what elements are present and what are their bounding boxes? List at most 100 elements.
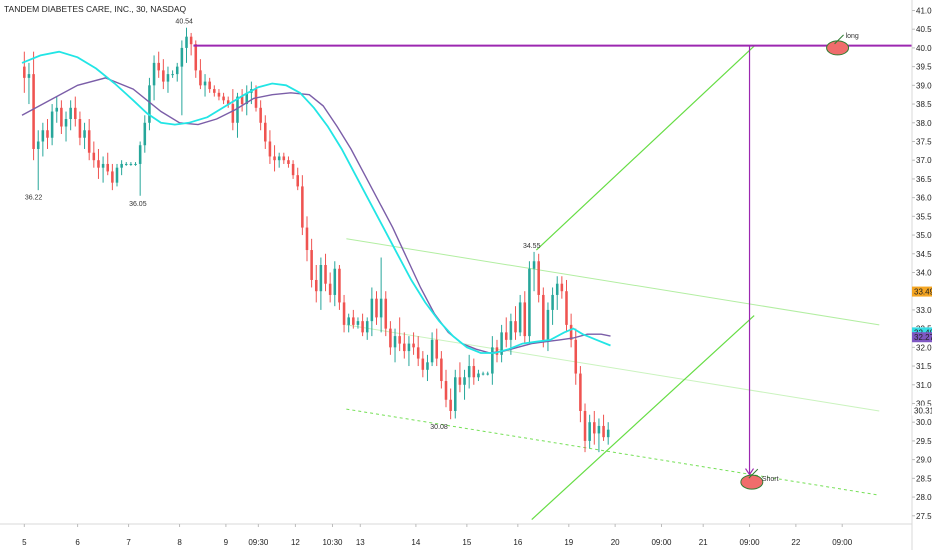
y-tick-label: 37.00 (916, 156, 932, 165)
candle-body (472, 366, 476, 378)
candle-body (421, 358, 425, 370)
candle-body (555, 283, 559, 295)
candle-body (287, 160, 290, 164)
candle-body (152, 62, 156, 86)
price-badge: 30.31 (912, 405, 932, 416)
candle-body (338, 268, 341, 303)
candle-body (97, 160, 100, 168)
candle-body (352, 317, 355, 325)
x-tick-label: 14 (411, 538, 420, 547)
candle-body (171, 74, 174, 76)
price-badge: 33.49 (912, 286, 932, 297)
y-tick-label: 29.50 (916, 437, 932, 446)
candle-body (449, 399, 452, 411)
candle-body (268, 141, 272, 157)
y-tick-label: 35.00 (916, 231, 932, 240)
candle-body (389, 328, 392, 348)
candle-body (180, 47, 184, 67)
candle-body (412, 343, 415, 348)
candle-body (203, 81, 207, 86)
candle-body (175, 66, 179, 75)
candle-body (444, 381, 448, 400)
candle-body (365, 321, 369, 333)
candle-body (157, 62, 160, 71)
candle-body (532, 261, 536, 269)
price-badge-bg (912, 405, 932, 416)
y-tick-label: 30.50 (916, 399, 932, 408)
x-tick-label: 09:00 (651, 538, 672, 547)
y-tick-label: 31.00 (916, 381, 932, 390)
candle-body (319, 265, 323, 292)
candle-body (416, 347, 420, 359)
candle-body (74, 107, 77, 120)
candle-body (597, 425, 601, 434)
x-tick-label: 5 (22, 538, 27, 547)
candle-body (240, 96, 244, 105)
candle-body (129, 163, 133, 165)
candle-body (166, 74, 170, 82)
trend-ray (531, 315, 755, 520)
y-tick-label: 39.00 (916, 81, 932, 90)
candle-body (407, 343, 411, 352)
short-marker-tick (748, 468, 759, 479)
candle-body (379, 298, 383, 318)
candle-body (500, 332, 503, 355)
candle-body (106, 163, 110, 172)
price-label: 36.05 (129, 201, 147, 208)
candle-body (435, 339, 439, 359)
x-tick-label: 9 (224, 538, 229, 547)
x-tick-label: 21 (699, 538, 708, 547)
y-tick-label: 35.50 (916, 212, 932, 221)
candle-body (551, 294, 554, 310)
candle-body (189, 36, 193, 45)
x-tick-label: 22 (791, 538, 800, 547)
x-tick-label: 09:00 (832, 538, 853, 547)
candle-body (342, 302, 346, 325)
long-marker-label: long (846, 33, 859, 40)
candle-body (138, 145, 142, 164)
candle-body (602, 425, 605, 438)
candle-body (347, 317, 350, 325)
candle-body (565, 291, 568, 325)
candle-body (486, 373, 489, 375)
candle-body (518, 302, 522, 333)
candle-body (467, 366, 471, 378)
long-marker-tick (834, 34, 844, 45)
candle-body (92, 152, 96, 161)
y-tick-label: 39.50 (916, 63, 932, 72)
candle-body (481, 373, 485, 375)
candle-body (264, 122, 267, 142)
x-tick-label: 20 (611, 538, 620, 547)
candle-body (64, 119, 68, 127)
y-tick-label: 28.00 (916, 493, 932, 502)
candle-body (523, 302, 527, 337)
y-tick-label: 38.50 (916, 100, 932, 109)
candle-body (236, 96, 239, 123)
candle-body (296, 175, 299, 187)
price-badge-label: 32.27 (914, 333, 932, 342)
candle-body (542, 294, 545, 340)
x-tick-label: 12 (291, 538, 300, 547)
channel-line (346, 238, 880, 326)
candle-body (69, 107, 72, 120)
candle-body (87, 130, 91, 153)
y-tick-label: 34.50 (916, 250, 932, 259)
candle-body (579, 373, 582, 411)
candle-body (324, 265, 327, 284)
candle-body (305, 227, 309, 251)
candle-body (78, 119, 82, 138)
x-tick-label: 09:30 (248, 538, 269, 547)
y-tick-label: 38.00 (916, 119, 932, 128)
candle-body (514, 321, 517, 333)
y-tick-label: 37.50 (916, 137, 932, 146)
candle-body (333, 268, 337, 295)
y-tick-label: 40.00 (916, 44, 932, 53)
candle-body (194, 44, 198, 71)
y-tick-label: 33.00 (916, 306, 932, 315)
candle-body (282, 156, 286, 161)
candle-body (328, 283, 332, 295)
candle-body (569, 324, 573, 340)
